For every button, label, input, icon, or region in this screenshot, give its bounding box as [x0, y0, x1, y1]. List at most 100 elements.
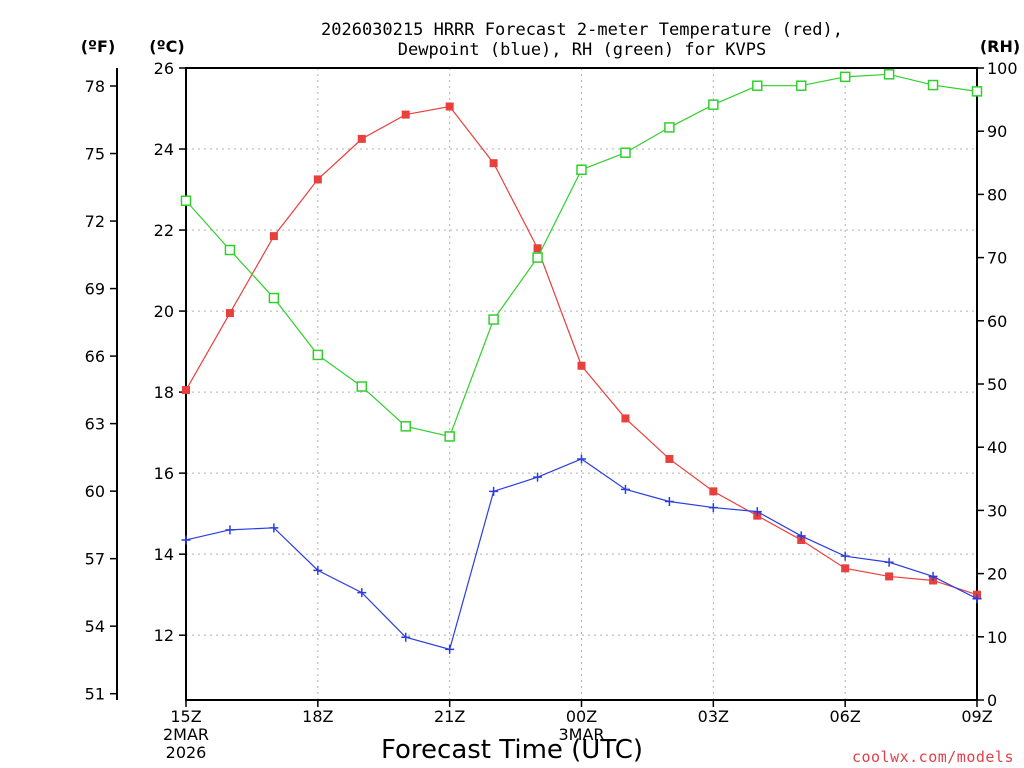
- rh-point: [532, 252, 543, 263]
- series-layer: [180, 69, 983, 654]
- x-tick-year-label: 2026: [166, 743, 207, 762]
- series-dewpoint: [181, 454, 982, 654]
- chart-title-line1: 2026030215 HRRR Forecast 2-meter Tempera…: [321, 20, 843, 40]
- plot-frame: [185, 67, 978, 701]
- dewpoint-point: [269, 523, 279, 533]
- temperature-point: [577, 361, 586, 370]
- fahrenheit-tick-label: 69: [85, 280, 105, 299]
- rh-point: [444, 431, 455, 442]
- rh-point: [664, 122, 675, 133]
- unit-label-celsius: (ºC): [149, 37, 184, 56]
- temperature-point: [489, 159, 498, 168]
- rh-tick-label: 50: [987, 375, 1007, 394]
- fahrenheit-tick-label: 75: [85, 145, 105, 164]
- temperature-point: [533, 244, 542, 253]
- celsius-tick-label: 16: [154, 464, 174, 483]
- dewpoint-point: [972, 594, 982, 604]
- temperature-point: [621, 414, 630, 423]
- celsius-tick-label: 24: [154, 140, 174, 159]
- rh-tick-label: 60: [987, 312, 1007, 331]
- rh-point: [312, 349, 324, 361]
- rh-tick-label: 70: [987, 249, 1007, 268]
- series-rh: [180, 69, 983, 442]
- dewpoint-point: [489, 486, 499, 496]
- dewpoint-point: [664, 496, 674, 506]
- rh-point: [400, 421, 411, 432]
- dewpoint-point: [401, 632, 411, 642]
- temperature-point: [709, 487, 718, 496]
- dewpoint-point: [445, 644, 455, 654]
- rh-point: [576, 164, 587, 176]
- fahrenheit-tick-label: 57: [85, 550, 105, 569]
- temperature-point: [313, 175, 322, 184]
- rh-point: [268, 292, 280, 304]
- rh-point: [620, 147, 631, 158]
- unit-label-fahrenheit: (ºF): [81, 37, 116, 56]
- rh-tick-label: 20: [987, 565, 1007, 584]
- x-tick-label: 09Z: [961, 707, 992, 726]
- rh-point: [883, 69, 895, 80]
- rh-point: [795, 80, 807, 91]
- temperature-point: [225, 309, 234, 318]
- celsius-tick-label: 26: [154, 59, 174, 78]
- temperature-point: [665, 454, 674, 463]
- dewpoint-point: [533, 472, 543, 482]
- label-layer: 2026030215 HRRR Forecast 2-meter Tempera…: [81, 20, 1020, 766]
- dewpoint-point: [181, 535, 191, 545]
- temperature-point: [841, 564, 850, 573]
- rh-point: [927, 79, 939, 91]
- dewpoint-point: [577, 454, 586, 464]
- temperature-point: [357, 134, 366, 143]
- rh-tick-label: 80: [987, 185, 1007, 204]
- x-tick-label: 03Z: [698, 707, 729, 726]
- x-tick-date-label: 2MAR: [163, 725, 209, 744]
- rh-tick-label: 30: [987, 501, 1007, 520]
- dewpoint-point: [752, 507, 762, 517]
- rh-point: [708, 99, 719, 110]
- fahrenheit-tick-label: 63: [85, 415, 105, 434]
- rh-point: [356, 381, 368, 392]
- rh-point: [839, 71, 851, 83]
- temperature-point: [269, 232, 278, 241]
- fahrenheit-tick-label: 54: [85, 617, 105, 636]
- x-tick-label: 21Z: [434, 707, 465, 726]
- dewpoint-point: [796, 531, 806, 541]
- celsius-tick-label: 18: [154, 383, 174, 402]
- celsius-tick-label: 22: [154, 221, 174, 240]
- x-tick-label: 00Z: [566, 707, 597, 726]
- fahrenheit-tick-label: 51: [85, 685, 105, 704]
- dewpoint-point: [620, 484, 630, 494]
- x-tick-label: 15Z: [170, 707, 201, 726]
- temperature-point: [182, 386, 190, 395]
- rh-tick-label: 100: [987, 59, 1018, 78]
- dewpoint-point: [708, 503, 718, 513]
- x-tick-label: 18Z: [302, 707, 333, 726]
- rh-point: [752, 80, 763, 91]
- dewpoint-point: [313, 565, 323, 575]
- temperature-point: [445, 102, 454, 111]
- rh-point: [224, 244, 236, 256]
- credit-text: coolwx.com/models: [852, 748, 1014, 766]
- x-axis-title: Forecast Time (UTC): [381, 735, 643, 765]
- dewpoint-point: [884, 557, 894, 567]
- axes: 51 54 57 60 63 66 69 72 75 78 12 14 16 18 20 22 24 26 0 10 2…: [85, 59, 1018, 762]
- dewpoint-point: [928, 571, 938, 581]
- celsius-tick-label: 12: [154, 626, 174, 645]
- chart-title-line2: Dewpoint (blue), RH (green) for KVPS: [398, 40, 766, 60]
- rh-tick-label: 0: [987, 691, 997, 710]
- rh-tick-label: 90: [987, 122, 1007, 141]
- dewpoint-point: [840, 551, 850, 561]
- rh-point: [180, 195, 192, 206]
- rh-point: [971, 86, 983, 97]
- grid-lines: [186, 68, 977, 700]
- temperature-point: [401, 110, 410, 119]
- rh-point: [488, 314, 499, 325]
- rh-tick-label: 10: [987, 628, 1007, 647]
- temperature-point: [885, 572, 894, 581]
- celsius-tick-label: 20: [154, 302, 174, 321]
- fahrenheit-tick-label: 78: [85, 77, 105, 96]
- celsius-tick-label: 14: [154, 545, 174, 564]
- dewpoint-point: [357, 588, 367, 598]
- rh-tick-label: 40: [987, 438, 1007, 457]
